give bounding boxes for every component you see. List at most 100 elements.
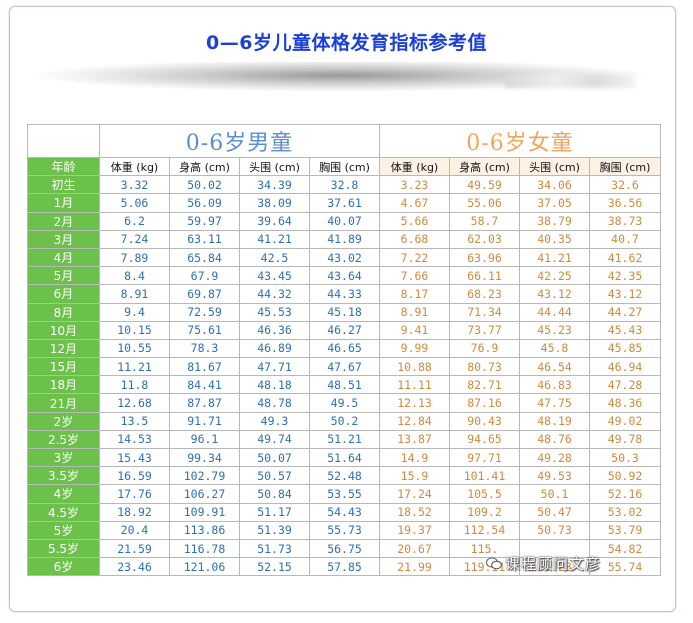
female-value-cell: 44.44 xyxy=(519,302,590,322)
male-value-cell: 46.65 xyxy=(309,338,380,359)
male-value-cell: 59.97 xyxy=(169,211,240,231)
female-value-cell: 49.02 xyxy=(589,411,661,431)
female-value-cell: 38.73 xyxy=(589,211,661,231)
male-value-cell: 13.5 xyxy=(99,411,170,431)
female-value-cell: 112.54 xyxy=(449,520,520,540)
male-value-cell: 49.3 xyxy=(239,411,310,431)
female-value-cell: 58.7 xyxy=(449,211,520,231)
table-row: 3岁 15.43 99.34 50.07 51.64 14.9 97.71 49.28 50.3 xyxy=(27,447,661,468)
male-value-cell: 48.51 xyxy=(309,375,380,395)
male-value-cell: 17.76 xyxy=(99,484,170,504)
female-value-cell: 4.67 xyxy=(379,193,450,213)
female-value-cell: 36.56 xyxy=(589,193,661,213)
male-value-cell: 57.85 xyxy=(309,557,380,577)
male-value-cell: 43.64 xyxy=(309,266,380,286)
female-value-cell: 49.59 xyxy=(449,175,520,195)
female-value-cell: 49.53 xyxy=(519,466,590,486)
male-value-cell: 16.59 xyxy=(99,466,170,486)
female-value-cell: 21.99 xyxy=(379,557,450,577)
male-value-cell: 23.46 xyxy=(99,557,170,577)
male-value-cell: 42.5 xyxy=(239,247,310,268)
female-value-cell: 20.67 xyxy=(379,538,450,559)
male-value-cell: 46.36 xyxy=(239,320,310,340)
male-value-cell: 43.45 xyxy=(239,266,310,286)
female-value-cell: 62.03 xyxy=(449,229,520,249)
group-header-row: 0-6岁男童 0-6岁女童 xyxy=(27,124,661,158)
male-value-cell: 116.78 xyxy=(169,538,240,559)
male-value-cell: 106.27 xyxy=(169,484,240,504)
table-row: 4.5岁 18.92 109.91 51.17 54.43 18.52 109.2 50.47… xyxy=(27,502,661,522)
female-value-cell: 63.96 xyxy=(449,247,520,268)
female-value-cell: 6.68 xyxy=(379,229,450,249)
age-cell: 4岁 xyxy=(27,484,100,504)
table-row: 18月 11.8 84.41 48.18 48.51 11.11 82.71 46.83 47.… xyxy=(27,375,661,395)
male-value-cell: 91.71 xyxy=(169,411,240,431)
female-value-cell: 43.12 xyxy=(589,284,661,304)
female-value-cell: 50.47 xyxy=(519,502,590,522)
male-weight-header: 体重 (kg) xyxy=(99,156,170,177)
male-value-cell: 18.92 xyxy=(99,502,170,522)
female-chest-header: 胸围 (cm) xyxy=(589,156,661,177)
age-cell: 3.5岁 xyxy=(27,466,100,486)
age-cell: 5.5岁 xyxy=(27,538,100,559)
column-header-row: 年龄 体重 (kg) 身高 (cm) 头围 (cm) 胸围 (cm) 体重 (k… xyxy=(27,156,661,177)
male-value-cell: 50.57 xyxy=(239,466,310,486)
male-value-cell: 51.73 xyxy=(239,538,310,559)
table-row: 3月 7.24 63.11 41.21 41.89 6.68 62.03 40.35 40.7 xyxy=(27,229,661,249)
female-value-cell: 45.23 xyxy=(519,320,590,340)
male-value-cell: 50.07 xyxy=(239,447,310,468)
female-value-cell: 109.2 xyxy=(449,502,520,522)
male-value-cell: 52.48 xyxy=(309,466,380,486)
male-value-cell: 5.06 xyxy=(99,193,170,213)
female-value-cell: 10.88 xyxy=(379,357,450,377)
male-value-cell: 47.67 xyxy=(309,357,380,377)
male-value-cell: 102.79 xyxy=(169,466,240,486)
female-value-cell: 18.52 xyxy=(379,502,450,522)
table-row: 2月 6.2 59.97 39.64 40.07 5.66 58.7 38.79 38.73 xyxy=(27,211,661,231)
age-cell: 10月 xyxy=(27,320,100,340)
age-cell: 15月 xyxy=(27,357,100,377)
table-row: 5月 8.4 67.9 43.45 43.64 7.66 66.11 42.25 42.35 xyxy=(27,266,661,286)
female-value-cell: 5.66 xyxy=(379,211,450,231)
female-value-cell: 82.71 xyxy=(449,375,520,395)
male-value-cell: 55.73 xyxy=(309,520,380,540)
female-value-cell: 45.43 xyxy=(589,320,661,340)
female-value-cell: 54.82 xyxy=(589,538,661,559)
male-value-cell: 15.43 xyxy=(99,447,170,468)
female-value-cell: 19.37 xyxy=(379,520,450,540)
male-value-cell: 9.4 xyxy=(99,302,170,322)
male-value-cell: 7.24 xyxy=(99,229,170,249)
male-value-cell: 51.21 xyxy=(309,429,380,450)
female-value-cell: 68.23 xyxy=(449,284,520,304)
female-value-cell: 41.62 xyxy=(589,247,661,268)
male-value-cell: 49.74 xyxy=(239,429,310,450)
female-value-cell: 44.27 xyxy=(589,302,661,322)
male-height-header: 身高 (cm) xyxy=(169,156,240,177)
female-value-cell: 8.17 xyxy=(379,284,450,304)
male-value-cell: 56.75 xyxy=(309,538,380,559)
age-cell: 初生 xyxy=(27,175,100,195)
table-row: 3.5岁 16.59 102.79 50.57 52.48 15.9 101.41 49.53… xyxy=(27,466,661,486)
female-value-cell: 76.9 xyxy=(449,338,520,359)
table-row: 6岁 23.46 121.06 52.15 57.85 21.99 119.11 51.28 5… xyxy=(27,557,661,577)
female-value-cell: 9.41 xyxy=(379,320,450,340)
male-value-cell: 54.43 xyxy=(309,502,380,522)
male-value-cell: 44.32 xyxy=(239,284,310,304)
female-head-header: 头围 (cm) xyxy=(519,156,590,177)
male-value-cell: 52.15 xyxy=(239,557,310,577)
male-value-cell: 20.4 xyxy=(99,520,170,540)
age-cell: 3岁 xyxy=(27,447,100,468)
female-value-cell: 53.79 xyxy=(589,520,661,540)
male-value-cell: 11.21 xyxy=(99,357,170,377)
male-value-cell: 12.68 xyxy=(99,393,170,413)
male-chest-header: 胸围 (cm) xyxy=(309,156,380,177)
blurred-logo xyxy=(505,74,635,88)
male-value-cell: 14.53 xyxy=(99,429,170,450)
table-row: 2.5岁 14.53 96.1 49.74 51.21 13.87 94.65 48.76 49… xyxy=(27,429,661,450)
age-cell: 2岁 xyxy=(27,411,100,431)
female-value-cell: 66.11 xyxy=(449,266,520,286)
male-value-cell: 84.41 xyxy=(169,375,240,395)
male-value-cell: 53.55 xyxy=(309,484,380,504)
age-cell: 21月 xyxy=(27,393,100,413)
female-value-cell: 53.02 xyxy=(589,502,661,522)
